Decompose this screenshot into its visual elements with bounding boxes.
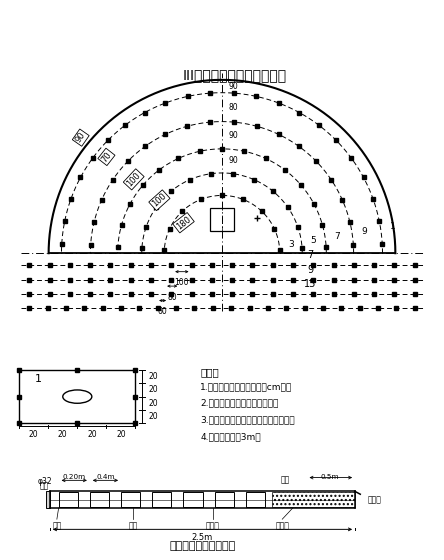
Text: 20: 20 (58, 430, 67, 439)
Text: 20: 20 (29, 430, 39, 439)
Text: 100: 100 (151, 192, 168, 209)
Text: 20: 20 (148, 385, 158, 394)
Text: φ32: φ32 (37, 477, 52, 486)
Text: 2.图中数字代表炮孔参数位置；: 2.图中数字代表炮孔参数位置； (200, 399, 278, 408)
Text: 药卷: 药卷 (40, 482, 49, 491)
Text: 竹片: 竹片 (128, 521, 138, 530)
Text: 20: 20 (148, 372, 158, 381)
Text: 导爆管: 导爆管 (275, 521, 289, 530)
Text: 70: 70 (99, 150, 113, 164)
Text: III级围岩光面爆破设计图，: III级围岩光面爆破设计图， (183, 69, 287, 83)
Text: 100: 100 (125, 171, 143, 188)
Bar (272, 492, 355, 507)
Text: 180: 180 (174, 214, 193, 231)
Text: 15: 15 (304, 279, 317, 290)
Bar (90, 492, 109, 507)
Text: 4.一个循环进尺3m。: 4.一个循环进尺3m。 (200, 432, 261, 441)
Text: 90: 90 (228, 82, 238, 91)
Text: 炮泥: 炮泥 (281, 476, 290, 485)
Text: 0.20m: 0.20m (63, 474, 86, 480)
Text: 周边眼间隔装药结构图: 周边眼间隔装药结构图 (169, 542, 236, 552)
Bar (121, 492, 140, 507)
Text: 7: 7 (334, 232, 340, 241)
Text: 炮管: 炮管 (52, 521, 62, 530)
Text: 3.炮眼及爆破参数见爆破设计参数表；: 3.炮眼及爆破参数见爆破设计参数表； (200, 416, 295, 424)
Bar (246, 492, 265, 507)
Text: 20: 20 (116, 430, 126, 439)
Text: 80: 80 (228, 102, 238, 111)
Text: 9: 9 (307, 265, 313, 275)
Text: 20: 20 (148, 399, 158, 408)
Text: 1.本图尺寸除说明外，均以cm计；: 1.本图尺寸除说明外，均以cm计； (200, 382, 293, 391)
Bar (59, 492, 78, 507)
Bar (183, 492, 202, 507)
Text: 黑泡塑: 黑泡塑 (206, 521, 220, 530)
Text: 20: 20 (148, 412, 158, 421)
Text: 2.5m: 2.5m (192, 533, 213, 542)
Text: 60: 60 (158, 307, 167, 316)
Bar (214, 492, 234, 507)
Text: 导爆管: 导爆管 (367, 495, 381, 504)
Text: 3: 3 (289, 240, 294, 249)
Text: 0.4m: 0.4m (96, 474, 115, 480)
Text: 100: 100 (174, 278, 189, 287)
Text: 20: 20 (87, 430, 97, 439)
Text: 7: 7 (307, 250, 313, 260)
Text: 1: 1 (389, 222, 395, 231)
Bar (19, 370, 135, 423)
Text: 9: 9 (361, 227, 367, 236)
Bar (46, 492, 50, 508)
Text: 90: 90 (74, 130, 87, 144)
Bar (152, 492, 171, 507)
Text: 90: 90 (228, 156, 238, 165)
Text: 5: 5 (311, 236, 316, 245)
Text: 附注：: 附注： (200, 367, 219, 377)
Bar (210, 208, 234, 231)
Text: 80: 80 (167, 292, 177, 301)
Text: 0.5m: 0.5m (321, 474, 339, 480)
Text: 1: 1 (35, 374, 42, 384)
Text: 90: 90 (228, 130, 238, 140)
